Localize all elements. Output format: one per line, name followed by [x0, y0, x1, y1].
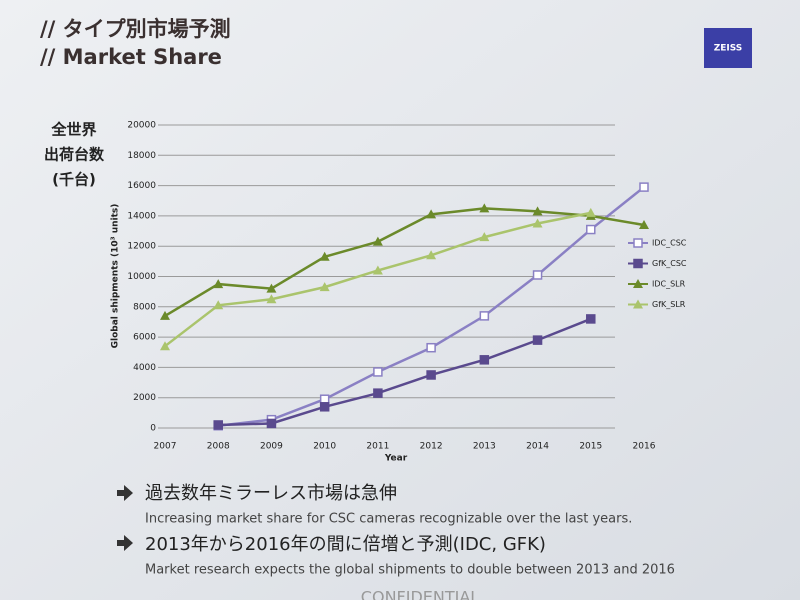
marker [633, 299, 643, 309]
heading-jp: // タイプ別市場予測 [40, 17, 231, 41]
y-tick-label: 0 [150, 424, 156, 434]
marker [479, 311, 490, 321]
bullet-arrow [117, 535, 133, 551]
marker [479, 355, 490, 365]
marker [319, 394, 330, 404]
y-tick-label: 2000 [133, 393, 156, 403]
heading-en: // Market Share [40, 45, 222, 69]
marker [266, 294, 277, 304]
footer: CONFIDENTIAL [361, 588, 479, 600]
marker [532, 270, 543, 280]
marker [479, 203, 490, 213]
y-tick-label: 14000 [127, 211, 156, 221]
y-tick-label: 16000 [127, 181, 156, 191]
bullet-arrow [117, 485, 133, 501]
marker [160, 310, 170, 320]
y-tick-label: 6000 [133, 333, 156, 343]
x-tick-label: 2010 [313, 442, 336, 452]
marker [639, 182, 649, 192]
x-tick-label: 2012 [420, 442, 443, 452]
x-tick-label: 2016 [633, 442, 656, 452]
x-tick-label: 2013 [473, 442, 496, 452]
marker [532, 335, 543, 345]
marker [213, 420, 223, 430]
marker [319, 282, 330, 292]
marker [532, 218, 543, 228]
x-tick-label: 2007 [154, 442, 177, 452]
marker [160, 341, 170, 351]
x-tick-label: 2008 [207, 442, 230, 452]
marker [479, 232, 490, 242]
series-line [164, 207, 645, 317]
marker [372, 236, 383, 246]
marker [585, 207, 596, 217]
bullet-main: 2013年から2016年の間に倍増と予測(IDC, GFK) [145, 534, 546, 555]
marker [426, 342, 436, 353]
marker [373, 367, 383, 377]
y-axis-label: Global shipments (10³ units) [111, 204, 121, 349]
x-tick-label: 2015 [579, 442, 602, 452]
y-tick-label: 20000 [127, 121, 156, 131]
x-tick-label: 2014 [526, 442, 549, 452]
unit-line: 出荷台数 [44, 146, 105, 164]
legend-label: GfK_SLR [652, 300, 686, 309]
bullet-sub: Increasing market share for CSC cameras … [145, 512, 632, 527]
marker [633, 238, 643, 248]
logo-box [704, 28, 752, 68]
marker [372, 265, 383, 275]
x-tick-label: 2009 [260, 442, 283, 452]
logo: ZEISS [714, 44, 743, 54]
marker [426, 370, 436, 380]
marker [319, 402, 330, 412]
legend-label: IDC_SLR [652, 280, 686, 289]
y-tick-label: 10000 [127, 272, 156, 282]
marker [633, 258, 643, 269]
marker [532, 206, 543, 216]
chart: 0 2000 4000 6000 8000 10000 12000 14000 16000 180… [127, 121, 687, 452]
legend-label: IDC_CSC [652, 239, 687, 248]
y-tick-label: 8000 [133, 302, 156, 312]
unit-line: 全世界 [50, 121, 96, 139]
marker [633, 279, 643, 288]
y-tick-label: 4000 [133, 363, 156, 373]
marker [639, 219, 649, 229]
marker [426, 250, 437, 260]
y-tick-label: 18000 [127, 151, 156, 161]
marker [266, 283, 277, 293]
marker [586, 314, 596, 324]
x-axis-label: Year [384, 454, 408, 464]
series-line [218, 317, 592, 427]
marker [373, 388, 383, 398]
marker [586, 224, 596, 235]
legend-label: GfK_CSC [652, 259, 687, 268]
bullet-main: 過去数年ミラーレス市場は急伸 [145, 483, 397, 504]
marker [213, 300, 224, 310]
marker [266, 418, 277, 429]
unit-line: (千台) [52, 171, 96, 189]
bullet-sub: Market research expects the global shipm… [145, 563, 675, 578]
y-tick-label: 12000 [127, 242, 156, 252]
marker [213, 279, 224, 289]
marker [319, 251, 330, 261]
marker [426, 209, 437, 219]
x-tick-label: 2011 [366, 442, 389, 452]
